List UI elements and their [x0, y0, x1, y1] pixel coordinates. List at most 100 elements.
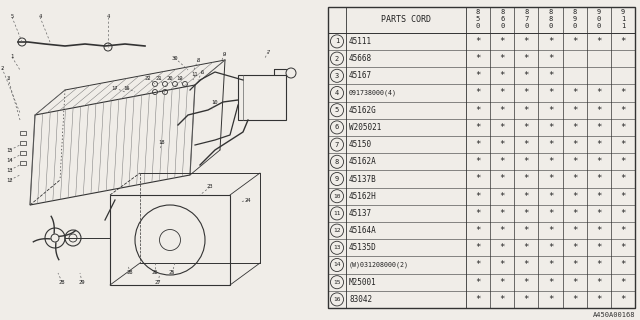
Text: *: *	[548, 123, 553, 132]
Text: *: *	[596, 37, 602, 46]
Text: *: *	[572, 123, 577, 132]
Text: *: *	[572, 37, 577, 46]
Text: 8: 8	[196, 58, 200, 62]
Text: *: *	[620, 209, 626, 218]
Text: 26: 26	[152, 270, 158, 276]
Text: *: *	[572, 295, 577, 304]
Text: *: *	[620, 106, 626, 115]
Text: *: *	[524, 174, 529, 183]
Text: 29: 29	[79, 279, 85, 284]
Text: *: *	[572, 174, 577, 183]
Text: *: *	[476, 243, 481, 252]
Text: 0: 0	[596, 23, 601, 29]
Text: 45137B: 45137B	[349, 174, 377, 183]
Text: 30: 30	[172, 55, 179, 60]
Text: *: *	[620, 174, 626, 183]
Text: 5: 5	[335, 107, 339, 113]
Text: *: *	[620, 260, 626, 269]
Text: *: *	[548, 174, 553, 183]
Text: *: *	[524, 37, 529, 46]
Text: 9: 9	[335, 176, 339, 182]
Text: 14: 14	[333, 262, 340, 268]
Text: 13: 13	[333, 245, 340, 250]
Text: *: *	[476, 295, 481, 304]
Text: *: *	[620, 243, 626, 252]
Text: *: *	[548, 140, 553, 149]
Text: *: *	[548, 89, 553, 98]
Text: *: *	[572, 106, 577, 115]
Text: *: *	[500, 260, 505, 269]
Text: 8: 8	[476, 9, 480, 15]
Text: *: *	[548, 243, 553, 252]
Text: 21: 21	[156, 76, 163, 81]
Text: 1: 1	[335, 38, 339, 44]
Text: *: *	[620, 226, 626, 235]
Text: 0: 0	[500, 23, 504, 29]
Text: 4: 4	[335, 90, 339, 96]
Text: 8: 8	[500, 9, 504, 15]
Text: 8: 8	[548, 16, 552, 22]
Text: *: *	[620, 192, 626, 201]
Bar	[20, 151, 26, 155]
Text: 45164A: 45164A	[349, 226, 377, 235]
Text: *: *	[476, 192, 481, 201]
Text: 12: 12	[7, 178, 13, 182]
Text: 3: 3	[6, 76, 10, 81]
Text: 7: 7	[335, 141, 339, 148]
Text: 45162G: 45162G	[349, 106, 377, 115]
Text: *: *	[500, 89, 505, 98]
Text: *: *	[476, 174, 481, 183]
Text: 0: 0	[524, 23, 529, 29]
Text: *: *	[524, 209, 529, 218]
Bar	[20, 131, 26, 135]
Text: 0: 0	[476, 23, 480, 29]
Text: *: *	[500, 37, 505, 46]
Text: *: *	[572, 89, 577, 98]
Text: *: *	[620, 123, 626, 132]
Text: 0: 0	[596, 16, 601, 22]
Text: *: *	[596, 123, 602, 132]
Text: *: *	[620, 140, 626, 149]
Text: 8: 8	[524, 9, 529, 15]
Text: *: *	[596, 243, 602, 252]
Text: (W)031208000(2): (W)031208000(2)	[349, 262, 409, 268]
Text: 45111: 45111	[349, 37, 372, 46]
Text: 8: 8	[573, 9, 577, 15]
Text: 6: 6	[200, 69, 204, 75]
Text: *: *	[476, 106, 481, 115]
Text: 15: 15	[7, 148, 13, 153]
Text: *: *	[500, 209, 505, 218]
Text: 17: 17	[112, 85, 118, 91]
Text: *: *	[620, 89, 626, 98]
Text: 1: 1	[10, 54, 13, 60]
Text: *: *	[596, 278, 602, 287]
Bar	[20, 161, 26, 165]
Text: *: *	[524, 106, 529, 115]
Text: *: *	[596, 174, 602, 183]
Text: 45668: 45668	[349, 54, 372, 63]
Text: 3: 3	[335, 73, 339, 79]
Text: *: *	[548, 106, 553, 115]
Text: 8: 8	[548, 9, 552, 15]
Text: *: *	[500, 174, 505, 183]
Text: 0: 0	[573, 23, 577, 29]
Text: 45162A: 45162A	[349, 157, 377, 166]
Text: *: *	[548, 209, 553, 218]
Text: *: *	[524, 243, 529, 252]
Text: 83042: 83042	[349, 295, 372, 304]
Text: 7: 7	[524, 16, 529, 22]
Text: *: *	[476, 89, 481, 98]
Text: *: *	[524, 226, 529, 235]
Text: 1: 1	[621, 23, 625, 29]
Text: 18: 18	[159, 140, 165, 145]
Text: 13: 13	[7, 167, 13, 172]
Text: *: *	[596, 192, 602, 201]
Text: 10: 10	[212, 100, 218, 105]
Text: *: *	[548, 54, 553, 63]
Text: 20: 20	[167, 76, 173, 81]
Text: 2: 2	[335, 56, 339, 61]
Text: *: *	[524, 295, 529, 304]
Text: 091738000(4): 091738000(4)	[349, 90, 397, 96]
Text: *: *	[476, 37, 481, 46]
Text: *: *	[524, 123, 529, 132]
